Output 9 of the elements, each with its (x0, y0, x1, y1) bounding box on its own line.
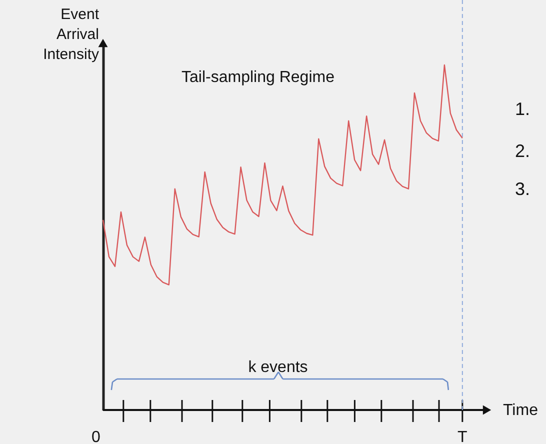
text: 1. (514, 99, 530, 119)
chart-title: Tail-sampling Regime (182, 69, 335, 86)
text: 2. (514, 141, 530, 161)
text: T (458, 429, 468, 444)
x-axis-title: Time (503, 402, 538, 419)
y-axis-title: Event Arrival Intensity (43, 6, 100, 63)
annotation: k events (248, 359, 308, 376)
text: 0 (92, 429, 101, 444)
text: 3. (514, 179, 530, 199)
